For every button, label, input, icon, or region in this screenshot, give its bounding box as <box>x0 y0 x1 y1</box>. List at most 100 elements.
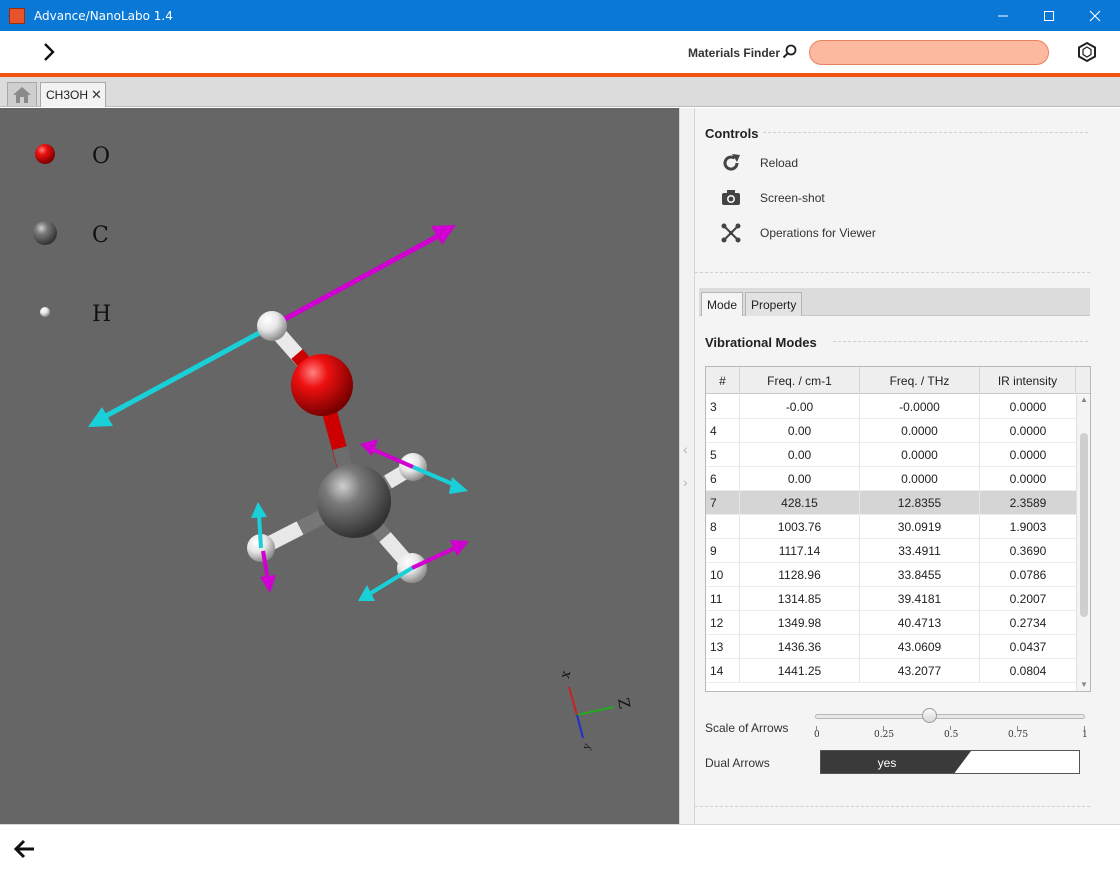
divider <box>763 132 1088 133</box>
search-icon[interactable] <box>781 43 799 61</box>
legend-label-c: C <box>92 223 109 248</box>
chevron-right-icon <box>44 43 55 61</box>
operations-button[interactable]: Operations for Viewer <box>719 221 876 245</box>
scrollbar-thumb[interactable] <box>1080 433 1088 617</box>
dual-arrows-value: yes <box>821 751 971 773</box>
table-row[interactable]: 8 1003.76 30.0919 1.9003 <box>706 515 1076 539</box>
close-button[interactable] <box>1072 0 1118 31</box>
operations-icon <box>719 221 743 245</box>
scale-slider-track[interactable] <box>815 714 1085 719</box>
table-row[interactable]: 4 0.00 0.0000 0.0000 <box>706 419 1076 443</box>
legend-sphere-h <box>40 307 50 317</box>
vibration-arrow <box>360 439 468 494</box>
column-header-index[interactable]: # <box>706 367 740 394</box>
minimize-icon <box>998 15 1008 16</box>
table-row[interactable]: 11 1314.85 39.4181 0.2007 <box>706 587 1076 611</box>
vibration-arrow <box>251 502 276 593</box>
atom-h1 <box>257 311 287 341</box>
legend-sphere-c <box>33 221 57 245</box>
document-tab-bar: CH3OH ✕ <box>0 77 1120 107</box>
divider <box>695 272 1090 273</box>
vibration-arrow <box>88 225 456 427</box>
panel-splitter[interactable]: ‹ › <box>679 108 695 824</box>
camera-icon <box>719 186 743 210</box>
hexagon-icon <box>1078 41 1096 63</box>
screenshot-button[interactable]: Screen-shot <box>719 186 825 210</box>
arrow-left-icon <box>13 839 34 859</box>
slider-tick <box>950 726 951 730</box>
tab-property[interactable]: Property <box>745 292 803 316</box>
atom-o <box>291 354 353 416</box>
bottom-bar <box>0 824 1120 871</box>
table-row[interactable]: 13 1436.36 43.0609 0.0437 <box>706 635 1076 659</box>
table-row[interactable]: 3 -0.00 -0.0000 0.0000 <box>706 395 1076 419</box>
materials-finder-label: Materials Finder <box>688 46 781 60</box>
scale-slider-thumb[interactable] <box>921 708 937 723</box>
table-scrollbar[interactable]: ▲ ▼ <box>1076 395 1090 691</box>
slider-tick <box>816 726 817 730</box>
chevron-right-icon[interactable]: › <box>683 474 688 490</box>
tab-ch3oh[interactable]: CH3OH ✕ <box>40 82 106 107</box>
toolbar: Materials Finder <box>0 31 1120 73</box>
axis-y-label: y <box>581 742 594 752</box>
slider-tick-label: 0 <box>814 730 820 740</box>
tab-close-icon[interactable]: ✕ <box>91 87 102 102</box>
toolbar-accent-line <box>0 73 1120 77</box>
scroll-up-icon[interactable]: ▲ <box>1080 395 1088 404</box>
side-panel: Controls Reload Screen-shot Operations f… <box>695 108 1120 824</box>
slider-tick-label: 0.25 <box>874 730 895 740</box>
scale-of-arrows-label: Scale of Arrows <box>705 721 789 735</box>
vibrational-modes-table: # Freq. / cm-1 Freq. / THz IR intensity … <box>705 366 1091 692</box>
slider-tick <box>1084 726 1085 730</box>
column-header-freq-cm[interactable]: Freq. / cm-1 <box>740 367 860 394</box>
slider-tick-label: 1 <box>1082 730 1088 740</box>
table-row[interactable]: 10 1128.96 33.8455 0.0786 <box>706 563 1076 587</box>
table-row[interactable]: 12 1349.98 40.4713 0.2734 <box>706 611 1076 635</box>
divider <box>833 341 1088 342</box>
title-bar: Advance/NanoLabo 1.4 <box>0 0 1120 31</box>
slider-tick <box>883 726 884 730</box>
table-header: # Freq. / cm-1 Freq. / THz IR intensity <box>706 367 1090 394</box>
legend-label-o: O <box>92 144 111 169</box>
molecule-viewer[interactable]: x Z y O C H <box>0 108 679 824</box>
reload-icon <box>719 151 743 175</box>
tab-mode[interactable]: Mode <box>701 292 744 316</box>
window-title: Advance/NanoLabo 1.4 <box>34 8 173 23</box>
app-logo <box>9 7 25 24</box>
atom-c <box>317 464 391 538</box>
scroll-down-icon[interactable]: ▼ <box>1080 680 1088 689</box>
minimize-button[interactable] <box>980 0 1026 31</box>
dual-arrows-toggle[interactable]: yes <box>820 750 1080 774</box>
chevron-left-icon[interactable]: ‹ <box>683 441 688 457</box>
vibration-arrow <box>358 540 469 601</box>
mode-tab-bar: Mode Property <box>699 288 1090 316</box>
back-button[interactable] <box>12 836 38 862</box>
slider-tick-label: 0.5 <box>944 730 959 740</box>
vibrational-modes-title: Vibrational Modes <box>705 335 817 350</box>
table-row[interactable]: 6 0.00 0.0000 0.0000 <box>706 467 1076 491</box>
materials-finder-input[interactable] <box>809 40 1049 65</box>
legend-sphere-o <box>35 144 55 164</box>
axes-indicator: x Z y <box>558 669 634 753</box>
legend-label-h: H <box>92 302 112 327</box>
divider <box>695 806 1090 807</box>
expand-menu-button[interactable] <box>38 41 60 63</box>
dual-arrows-label: Dual Arrows <box>705 756 770 770</box>
home-icon <box>13 86 31 103</box>
column-header-freq-thz[interactable]: Freq. / THz <box>860 367 980 394</box>
maximize-button[interactable] <box>1026 0 1072 31</box>
table-row[interactable]: 9 1117.14 33.4911 0.3690 <box>706 539 1076 563</box>
axis-z-label: Z <box>614 697 634 710</box>
slider-tick <box>1017 726 1018 730</box>
table-row[interactable]: 5 0.00 0.0000 0.0000 <box>706 443 1076 467</box>
table-row-selected[interactable]: 7 428.15 12.8355 2.3589 <box>706 491 1076 515</box>
table-row[interactable]: 14 1441.25 43.2077 0.0804 <box>706 659 1076 683</box>
close-icon <box>1089 10 1101 21</box>
slider-tick-label: 0.75 <box>1008 730 1029 740</box>
structure-button[interactable] <box>1076 41 1098 63</box>
column-header-ir-intensity[interactable]: IR intensity <box>980 367 1076 394</box>
reload-button[interactable]: Reload <box>719 151 798 175</box>
home-tab[interactable] <box>7 82 37 106</box>
